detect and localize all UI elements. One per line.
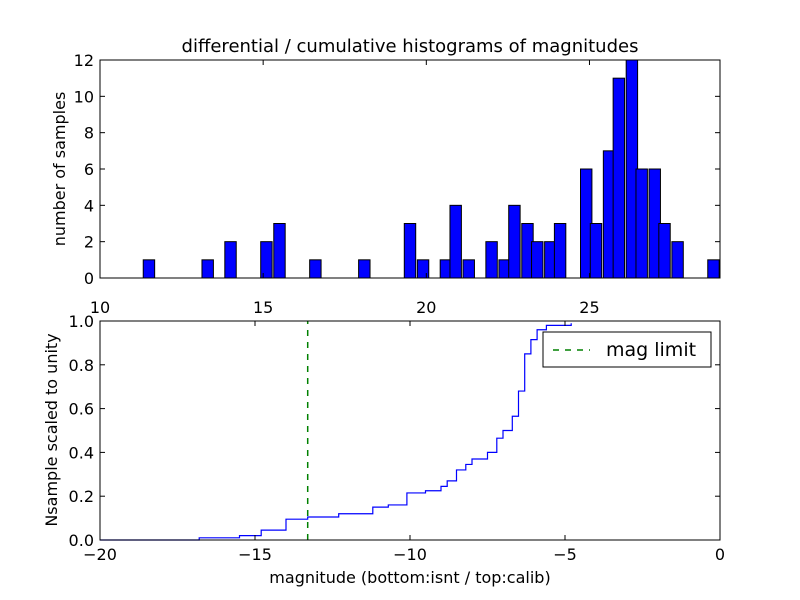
- histogram-bar: [707, 259, 720, 279]
- histogram-bar: [224, 241, 237, 279]
- y-tick-label: 0.8: [69, 356, 94, 375]
- x-tick-label: 20: [416, 298, 436, 317]
- cumulative-lines: [100, 321, 572, 541]
- histogram-bar: [358, 259, 371, 279]
- histogram-bar: [273, 223, 286, 279]
- histogram-bar: [201, 259, 214, 279]
- x-tick-label: 15: [253, 298, 273, 317]
- x-tick-label: 25: [579, 298, 599, 317]
- x-tick-label: 10: [90, 298, 110, 317]
- histogram-bar: [553, 223, 567, 279]
- histogram-bar: [531, 241, 544, 279]
- x-tick-label: −10: [393, 545, 427, 564]
- y-tick-label: 0.6: [69, 400, 94, 419]
- bottom-plot-border: [99, 320, 721, 541]
- y-tick-label: 2: [84, 233, 94, 252]
- histogram-bar: [416, 259, 430, 279]
- x-tick-label: −15: [238, 545, 272, 564]
- bottom-x-axis-label: magnitude (bottom:isnt / top:calib): [269, 568, 550, 587]
- histogram-bar: [658, 223, 671, 279]
- x-tick-label: 0: [715, 545, 725, 564]
- y-tick-label: 8: [84, 124, 94, 143]
- histogram-bar: [309, 259, 322, 279]
- y-tick-label: 0: [84, 269, 94, 288]
- bottom-axis-ticks: −20 −15 −10 −5 0 0.0 0.2 0.4 0.6 0.8 1.0: [69, 312, 726, 564]
- legend: mag limit: [542, 331, 712, 368]
- histogram-bar: [403, 223, 417, 279]
- histogram-bar: [671, 241, 684, 279]
- y-tick-label: 4: [84, 196, 94, 215]
- histogram-bar: [260, 241, 273, 279]
- top-y-axis-label: number of samples: [50, 92, 69, 247]
- cumulative-step-line: [100, 323, 572, 541]
- differential-histogram: 10 15 20 25 0 2 4 6 8 10 12 number of samples: [50, 51, 721, 317]
- x-tick-label: −20: [83, 545, 117, 564]
- histogram-bar: [612, 77, 626, 279]
- y-tick-label: 12: [74, 51, 94, 70]
- histogram-bar: [485, 241, 498, 279]
- bottom-y-axis-label: Nsample scaled to unity: [42, 333, 61, 526]
- cumulative-histogram: −20 −15 −10 −5 0 0.0 0.2 0.4 0.6 0.8 1.0 magnitude…: [42, 312, 725, 587]
- y-tick-label: 0.0: [69, 531, 94, 550]
- histogram-bar: [589, 223, 603, 279]
- histogram-bar: [508, 204, 521, 279]
- y-tick-label: 1.0: [69, 312, 94, 331]
- top-axis-ticks: 10 15 20 25 0 2 4 6 8 10 12: [74, 51, 720, 317]
- histogram-bar: [142, 259, 156, 279]
- y-tick-label: 0.2: [69, 487, 94, 506]
- y-tick-label: 6: [84, 160, 94, 179]
- chart-title: differential / cumulative histograms of …: [182, 36, 639, 57]
- x-tick-label: −5: [553, 545, 577, 564]
- top-plot-border: [99, 59, 721, 279]
- histogram-bars: [142, 59, 720, 279]
- histogram-bar: [449, 204, 462, 279]
- y-tick-label: 0.4: [69, 443, 94, 462]
- legend-label-mag-limit: mag limit: [606, 339, 696, 361]
- histogram-bar: [635, 168, 648, 279]
- y-tick-label: 10: [74, 87, 94, 106]
- histogram-bar: [462, 259, 475, 279]
